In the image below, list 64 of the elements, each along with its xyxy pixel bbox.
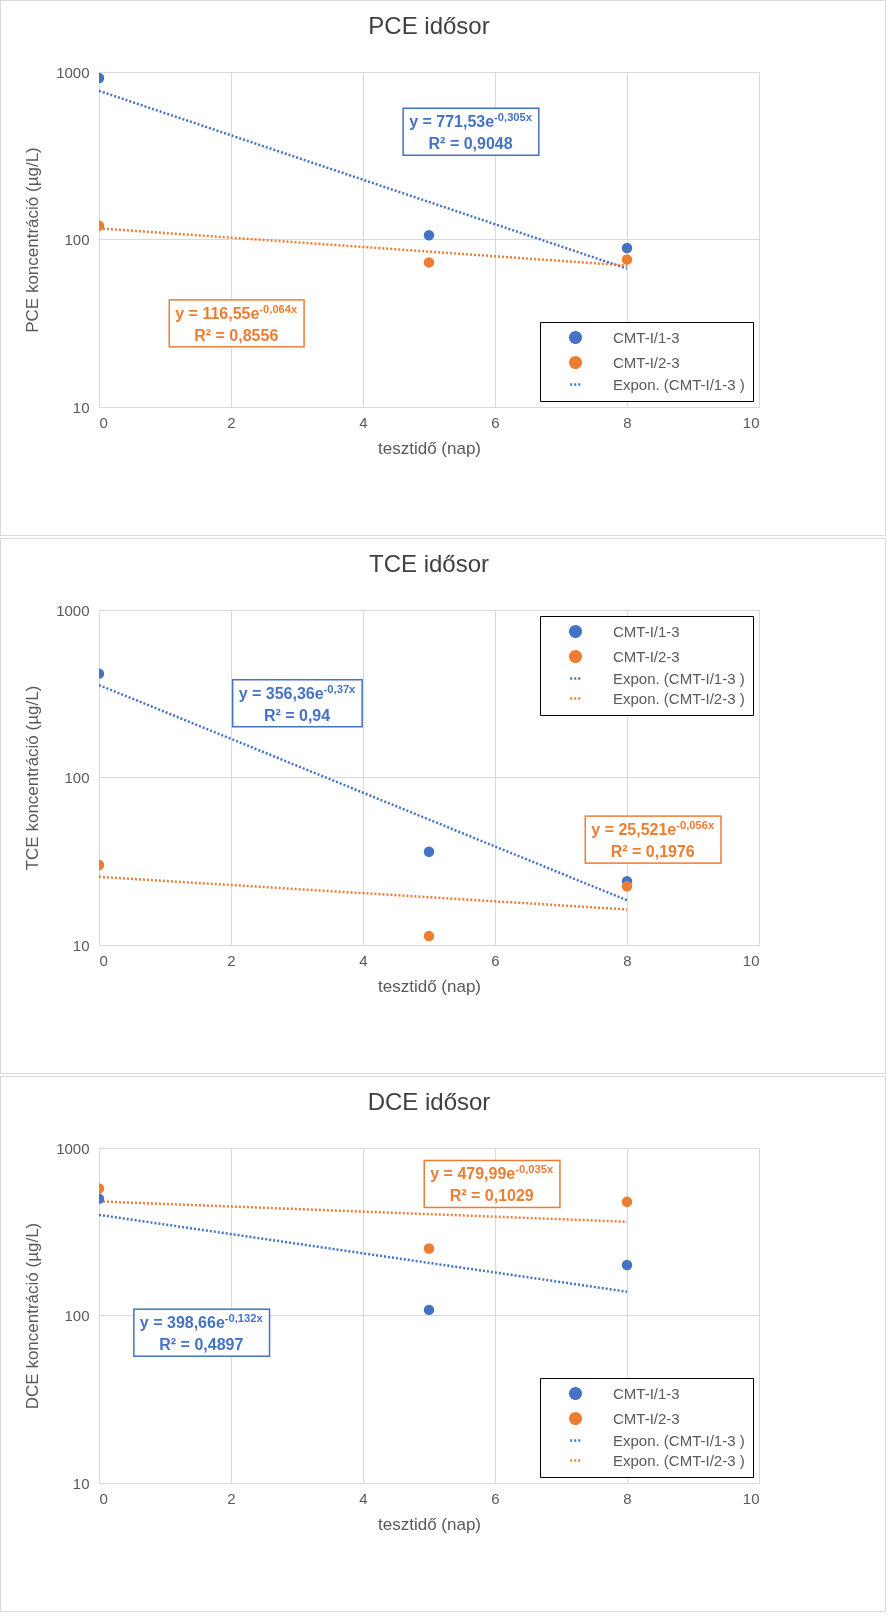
legend-label: Expon. (CMT-I/1-3 ) [613,375,745,393]
chart-title: TCE idősor [368,550,490,577]
x-axis-title: tesztidő (nap) [378,976,481,996]
x-tick-label: 10 [742,951,760,969]
point [423,930,435,942]
legend-label: CMT-I/2-3 [613,353,680,371]
y-tick-label: 100 [64,231,90,248]
y-axis-title: DCE koncentráció (µg/L) [23,1222,43,1410]
point [423,1304,435,1316]
point [621,1196,633,1207]
legend-label: CMT-I/2-3 [613,647,680,665]
annotation: y = 25,521e$^{-0,056x}$ R² = 0,1976 [591,819,715,861]
x-tick-label: 0 [99,1489,108,1507]
x-tick-label: 0 [99,413,108,431]
legend-label: CMT-I/1-3 [613,1384,680,1402]
x-tick-label: 10 [742,1489,760,1507]
x-tick-label: 6 [491,413,500,431]
x-tick-label: 6 [491,951,500,969]
annotation: y = 116,55e$^{-0,064x}$ R² = 0,8556 [175,302,299,344]
annotation: y = 398,66e$^{-0,132x}$ R² = 0,4897 [139,1312,264,1354]
point [423,230,435,241]
x-tick-label: 10 [742,413,760,431]
point [423,1243,435,1254]
legend-label: CMT-I/1-3 [613,328,680,346]
y-tick-label: 100 [64,1307,90,1324]
point [621,881,633,892]
legend-label: Expon. (CMT-I/1-3 ) [613,1431,745,1449]
legend-label: Expon. (CMT-I/2-3 ) [613,1451,745,1469]
annotation: y = 479,99e$^{-0,035x}$ R² = 0,1029 [430,1163,554,1205]
legend-label: Expon. (CMT-I/2-3 ) [613,689,745,707]
chart-title: DCE idősor [367,1088,491,1115]
chart-title: PCE idősor [368,12,490,39]
y-tick-label: 10 [72,936,90,954]
x-tick-label: 2 [227,1489,236,1507]
legend-label: CMT-I/2-3 [613,1409,680,1427]
y-tick-label: 10 [72,398,90,416]
point [423,257,435,268]
annotation: y = 771,53e$^{-0,305x}$ R² = 0,9048 [409,111,533,153]
x-tick-label: 2 [227,951,236,969]
x-axis-title: tesztidő (nap) [378,1514,481,1534]
y-tick-label: 1000 [56,63,90,81]
point [423,846,435,858]
x-axis-title: tesztidő (nap) [378,438,481,458]
point [621,242,633,254]
x-tick-label: 2 [227,413,236,431]
legend-label: Expon. (CMT-I/1-3 ) [613,669,745,687]
x-tick-label: 4 [359,413,368,431]
point [621,1259,633,1271]
x-tick-label: 8 [623,413,632,431]
y-axis-title: PCE koncentráció (µg/L) [23,147,43,333]
x-tick-label: 6 [491,1489,500,1507]
y-tick-label: 100 [64,769,90,786]
point [621,254,633,265]
x-tick-label: 8 [623,951,632,969]
x-tick-label: 4 [359,951,368,969]
annotation: y = 356,36e$^{-0,37x}$ R² = 0,94 [238,682,357,724]
y-tick-label: 10 [72,1474,90,1492]
x-tick-label: 4 [359,1489,368,1507]
y-tick-label: 1000 [56,1139,90,1157]
x-tick-label: 8 [623,1489,632,1507]
y-tick-label: 1000 [56,601,90,619]
legend-label: CMT-I/1-3 [613,622,680,640]
x-tick-label: 0 [99,951,108,969]
y-axis-title: TCE koncentráció (µg/L) [23,685,43,871]
